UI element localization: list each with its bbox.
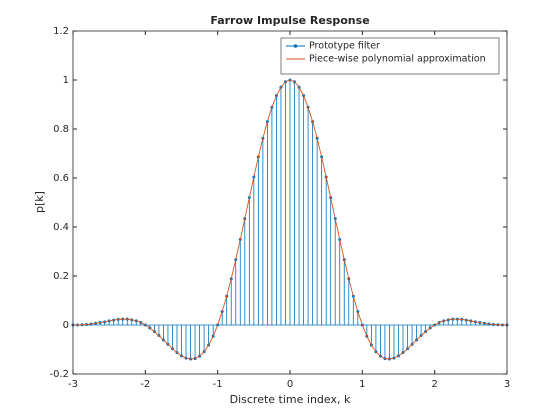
x-tick-label: 2 xyxy=(431,379,437,390)
x-tick-label: 0 xyxy=(287,379,293,390)
y-tick-label: 1 xyxy=(63,75,69,86)
axes-box xyxy=(72,30,508,375)
x-tick-label: 3 xyxy=(504,379,510,390)
x-axis-label: Discrete time index, k xyxy=(230,393,351,406)
y-axis-label: p[k] xyxy=(33,191,46,213)
legend-box xyxy=(280,37,500,75)
line xyxy=(73,79,507,360)
legend-label: Piece-wise polynomial approximation xyxy=(309,54,486,65)
y-tick-label: 0.4 xyxy=(53,222,69,233)
y-tick-label: 1.2 xyxy=(53,26,69,37)
x-tick-label: -2 xyxy=(140,379,150,390)
y-tick-label: 0.2 xyxy=(53,271,69,282)
x-tick-label: 1 xyxy=(359,379,365,390)
legend-marker xyxy=(293,44,298,48)
x-tick-label: -1 xyxy=(213,379,223,390)
y-tick-label: -0.2 xyxy=(49,369,69,380)
x-tick-label: -3 xyxy=(68,379,78,390)
y-tick-label: 0.8 xyxy=(53,124,69,135)
legend-label: Prototype filter xyxy=(309,41,380,52)
y-tick-label: 0.6 xyxy=(53,173,69,184)
chart-title: Farrow Impulse Response xyxy=(210,14,369,27)
y-tick-label: 0 xyxy=(63,320,69,331)
